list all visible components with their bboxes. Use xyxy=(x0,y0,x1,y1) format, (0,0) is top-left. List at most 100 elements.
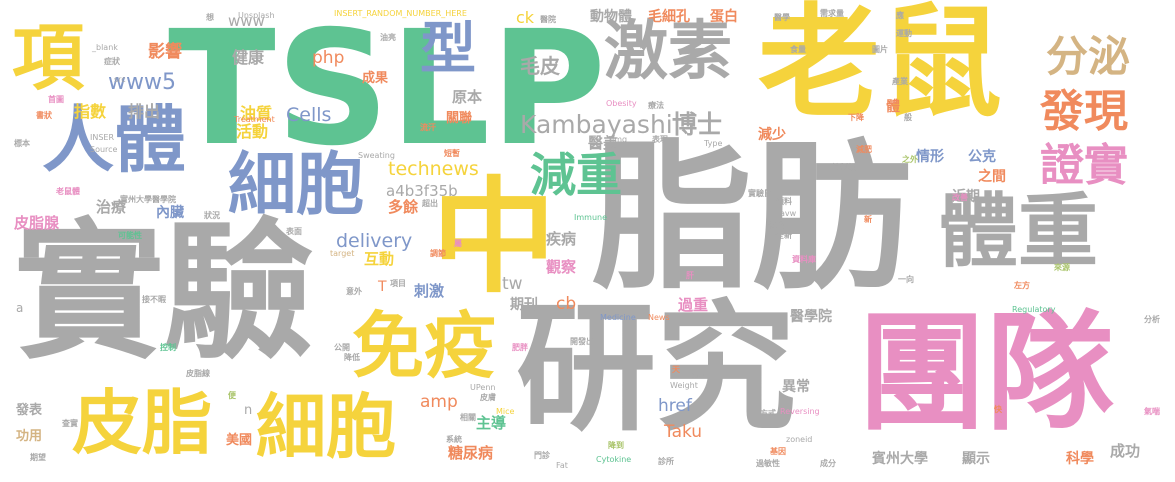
word-src: src xyxy=(114,75,126,84)
word-hope: 期望 xyxy=(30,453,46,462)
word-www5: www5 xyxy=(108,70,176,95)
word-href: href xyxy=(658,396,692,416)
word-reversing: Reversing xyxy=(780,407,820,416)
word-gram: 公克 xyxy=(968,149,996,165)
word-excess: 多餘 xyxy=(388,198,419,216)
word-technews: technews xyxy=(388,158,479,180)
word-confirm: 證實 xyxy=(1040,140,1128,191)
word-hospital: 醫院 xyxy=(540,15,556,24)
word-mice-en: Mice xyxy=(496,407,515,416)
word-exceed: 超出 xyxy=(422,199,438,208)
word-insert-random: INSERT_RANDOM_NUMBER_HERE xyxy=(334,9,467,18)
word-medical: 醫學 xyxy=(774,13,790,22)
word-besides: 之外 xyxy=(902,155,918,164)
word-liver: 肝 xyxy=(686,271,694,280)
word-ck: ck xyxy=(516,8,535,27)
word-publish: 發表 xyxy=(16,403,43,418)
word-expect: 預料 xyxy=(776,197,792,206)
word-abnormal: 異常 xyxy=(782,379,810,395)
word-method: 方式 xyxy=(760,409,776,418)
word-industry: 產業 xyxy=(892,77,908,86)
word-lead: 主導 xyxy=(476,414,507,432)
word-system: 系統 xyxy=(446,435,462,444)
word-excrete: 排出 xyxy=(128,102,161,121)
word-inser: INSER xyxy=(90,133,115,142)
word-zoneid: zoneid xyxy=(786,435,813,444)
word-possibility: 可能性 xyxy=(118,231,142,240)
word-discover: 發現 xyxy=(1040,86,1128,137)
word-brief: 短暫 xyxy=(444,149,460,158)
word-origin: 來源 xyxy=(1054,263,1070,272)
word-blank: _blank xyxy=(92,43,118,52)
word-aesthetic: 醫美 xyxy=(588,134,619,152)
word-visceral: 內臟 xyxy=(156,205,184,221)
word-analysis: 分析 xyxy=(1144,315,1160,324)
word-fur: 毛皮 xyxy=(520,54,560,78)
word-type: 型 xyxy=(420,17,476,82)
word-ti: 體 xyxy=(886,99,900,115)
word-recent: 近期 xyxy=(952,189,980,205)
word-observe: 觀察 xyxy=(546,258,577,276)
word-appetite: 食量 xyxy=(790,45,806,54)
word-project: 項目 xyxy=(390,279,406,288)
word-ingredient: 成分 xyxy=(820,459,836,468)
word-obesity: Obesity xyxy=(606,99,637,108)
word-always: 一向 xyxy=(898,275,914,284)
word-new: 新 xyxy=(864,215,872,224)
word-php: php xyxy=(312,48,345,68)
word-originally: 原本 xyxy=(452,88,483,106)
word-result: 成果 xyxy=(362,71,389,86)
word-asthma: 氣喘 xyxy=(1144,407,1160,416)
word-immune-en: Immune xyxy=(574,213,608,222)
word-exercise: 運動 xyxy=(896,29,912,38)
word-interact: 互動 xyxy=(364,250,395,268)
word-fat: 脂肪 xyxy=(592,124,913,311)
word-source: Source xyxy=(90,145,118,154)
word-belong: 屬 xyxy=(454,239,462,248)
word-www: www xyxy=(228,12,265,30)
word-upenn: UPenn xyxy=(470,383,496,392)
word-hormone: 激素 xyxy=(604,15,732,89)
word-mice: 老鼠 xyxy=(758,0,1002,134)
word-amp: amp xyxy=(420,392,458,412)
word-lab-mouse: 實驗鼠 xyxy=(748,189,772,198)
word-taku: Taku xyxy=(664,422,703,442)
word-usa: 美國 xyxy=(226,433,253,448)
word-experiment: 實驗 xyxy=(14,206,315,380)
word-item: 項 xyxy=(12,16,85,100)
word-a: a xyxy=(16,301,24,315)
word-skin: 皮膚 xyxy=(480,393,496,402)
word-tslp: TSLP xyxy=(168,0,607,181)
word-pores: 毛細孔 xyxy=(648,9,690,25)
word-avw: avw xyxy=(780,209,797,218)
word-allergic: 過敏性 xyxy=(756,459,780,468)
word-mouse-body: 老鼠體 xyxy=(56,187,80,196)
word-overweight: 過重 xyxy=(678,296,709,314)
word-img: img xyxy=(612,135,628,144)
word-weight: 體重 xyxy=(938,185,1098,278)
word-news: News xyxy=(648,313,670,322)
word-obese: 肥胖 xyxy=(512,343,528,352)
word-regulatory: Regulatory xyxy=(1012,305,1056,314)
word-sebum-gland: 皮脂線 xyxy=(186,369,210,378)
word-team: 團隊 xyxy=(858,299,1115,448)
word-cover-img: 首圖 xyxy=(48,95,64,104)
word-upenn-med: 實州大學醫學院 xyxy=(120,195,176,204)
word-lose: Lose xyxy=(686,371,705,380)
word-demand: 需求量 xyxy=(820,9,844,18)
word-stimulate: 刺激 xyxy=(414,282,445,300)
word-fat-en: Fat xyxy=(556,461,568,470)
word-ying: 應 xyxy=(896,11,904,20)
word-activity: 活動 xyxy=(236,122,269,141)
word-regulate: 調節 xyxy=(430,249,446,258)
word-upenn-cn: 賓州大學 xyxy=(872,451,928,467)
word-decline: 下降 xyxy=(848,113,864,122)
word-left: 左方 xyxy=(1014,281,1030,290)
word-developed: 開發出 xyxy=(570,337,594,346)
word-a4b3f35b: a4b3f35b xyxy=(386,182,458,200)
word-oil: 油質 xyxy=(240,104,273,123)
word-fast: 快 xyxy=(994,405,1002,414)
word-improve: 改善 xyxy=(952,193,968,202)
word-secrete: 分泌 xyxy=(1046,32,1131,81)
